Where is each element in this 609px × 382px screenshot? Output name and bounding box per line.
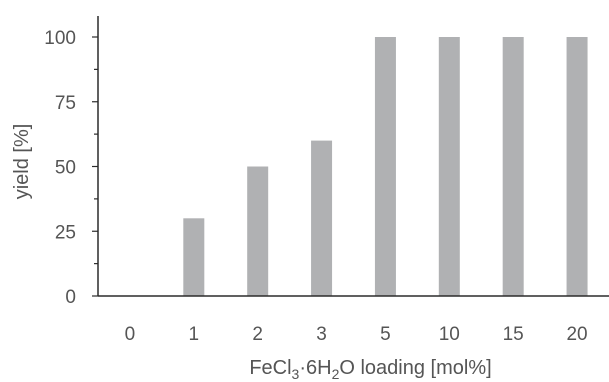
y-tick-label: 50 — [55, 158, 76, 179]
bar-3 — [311, 140, 333, 296]
bar-1 — [183, 218, 205, 296]
bar-10 — [438, 37, 460, 296]
y-tick-label: 100 — [44, 28, 76, 49]
axes-group — [97, 16, 609, 297]
x-tick-label: 10 — [439, 324, 460, 345]
y-tick-label: 0 — [65, 287, 76, 308]
x-tick-label: 3 — [316, 324, 327, 345]
x-tick-label: 5 — [380, 324, 391, 345]
x-tick-label: 15 — [503, 324, 524, 345]
y-tick-label: 25 — [55, 222, 76, 243]
bars-group — [183, 37, 588, 296]
x-axis-title: FeCl3·6H2O loading [mol%] — [249, 357, 491, 382]
x-tick-label: 1 — [189, 324, 200, 345]
y-axis-title: yield [%] — [11, 124, 33, 200]
bar-5 — [374, 37, 396, 296]
x-tick-labels-group: 0 1 2 3 5 10 15 20 — [125, 324, 588, 345]
x-tick-label: 0 — [125, 324, 136, 345]
bar-20 — [566, 37, 588, 296]
bar-2 — [247, 166, 269, 296]
x-tick-label: 2 — [252, 324, 263, 345]
y-tick-labels-group: 0 25 50 75 100 — [44, 28, 76, 308]
y-tick-label: 75 — [55, 93, 76, 114]
y-ticks-group — [92, 36, 98, 297]
x-tick-label: 20 — [566, 324, 587, 345]
bar-15 — [502, 37, 524, 296]
